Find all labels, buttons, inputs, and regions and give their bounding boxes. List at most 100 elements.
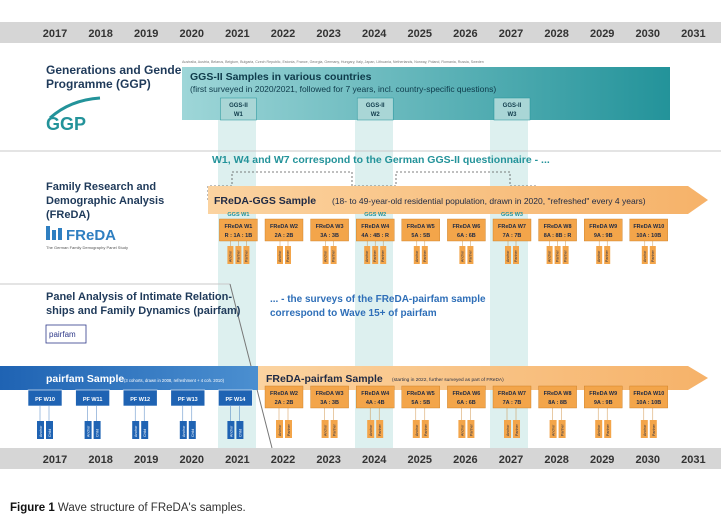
freda-pairfam-respondent-box: [595, 420, 603, 438]
freda-respondent-label: Anchor: [460, 250, 464, 262]
ggs-ii-wave-box: [356, 97, 394, 121]
freda-pairfam-respondent-box: [421, 420, 429, 438]
pairfam-respondent-box: [93, 421, 101, 439]
freda-wave-box: [401, 218, 440, 242]
freda-pairfam-wave-label: FReDA W7: [498, 391, 526, 397]
freda-respondent-label: Partner: [605, 249, 609, 262]
ggp-title-line2: Programme (GGP): [46, 77, 151, 91]
freda-respondent-label: Anchor: [228, 250, 232, 262]
freda-pairfam-respondent-box: [458, 420, 466, 438]
freda-respondent-box: [554, 246, 561, 264]
freda-pairfam-respondent-label: Partner: [469, 423, 473, 436]
pairfam-respondent-box: [132, 421, 140, 439]
freda-respondent-label: Partner: [468, 249, 472, 262]
freda-pairfam-respondent-label: Anchor: [369, 424, 373, 436]
year-label: 2027: [499, 454, 523, 466]
freda-respondent-box: [372, 246, 379, 264]
freda-wave-label: FReDA W3: [316, 224, 344, 230]
freda-respondent-label: Anchor: [643, 250, 647, 262]
year-label: 2027: [499, 28, 523, 40]
freda-wave-label: FReDA W1: [224, 224, 252, 230]
freda-pairfam-respondent-box: [558, 420, 566, 438]
freda-respondent-label: Partner: [236, 249, 240, 262]
freda-respondent-label: Anchor: [365, 250, 369, 262]
freda-respondent-label: Partner: [514, 249, 518, 262]
freda-wave-label: FReDA W10: [633, 224, 664, 230]
freda-pairfam-respondent-label: Anchor: [415, 424, 419, 436]
pairfam-wave-box: [122, 389, 158, 407]
freda-pairfam-respondent-box: [649, 420, 657, 438]
year-label: 2026: [453, 28, 477, 40]
freda-pairfam-respondent-label: Anchor: [552, 424, 556, 436]
freda-respondent-box: [285, 246, 291, 264]
year-label: 2021: [225, 28, 249, 40]
freda-ggs-wave-tag: GGS W3: [501, 212, 523, 218]
freda-respondent-label: Partner: [244, 249, 248, 262]
year-label: 2029: [590, 28, 614, 40]
freda-pairfam-respondent-box: [330, 420, 338, 438]
pairfam-bar-title: pairfam Sample: [46, 373, 124, 385]
year-label: 2017: [43, 28, 67, 40]
pairfam-waves: PF W10 Anchor Child PF W11 Anchor Child PF W12…: [27, 389, 253, 439]
freda-respondent-label: Anchor: [597, 250, 601, 262]
pairfam-respondent-label: Child: [191, 429, 195, 437]
freda-respondent-box: [277, 246, 283, 264]
freda-pairfam-wave-parts: 8A : 8B: [548, 400, 567, 406]
freda-logo-sub: The German Family Demography Panel Study: [46, 245, 128, 250]
freda-pairfam-bar: [258, 366, 708, 390]
freda-respondent-box: [364, 246, 371, 264]
freda-pairfam-respondent-label: Anchor: [324, 424, 328, 436]
freda-pairfam-wave-label: FReDA W5: [407, 391, 435, 397]
freda-pairfam-wave-box: [264, 385, 304, 409]
freda-respondent-label: Anchor: [324, 250, 328, 262]
freda-respondent-label: Partner: [373, 249, 377, 262]
freda-pairfam-wave-box: [401, 385, 440, 409]
freda-respondent-label: Partner: [332, 249, 336, 262]
freda-wave-parts: 6A : 6B: [457, 233, 476, 239]
freda-respondent-box: [235, 246, 242, 264]
freda-pairfam-respondent-label: Partner: [606, 423, 610, 436]
pairfam-wave-label: PF W10: [35, 397, 55, 403]
freda-wave-parts: 8A : 8B : R: [544, 233, 572, 239]
freda-wave-box: [447, 218, 486, 242]
year-label: 2023: [316, 454, 340, 466]
freda-wave-box: [492, 218, 532, 242]
freda-wave-label: FReDA W8: [544, 224, 572, 230]
freda-pairfam-respondent-label: Partner: [287, 423, 291, 436]
year-label: 2018: [88, 28, 112, 40]
diagram-canvas: 2017 2018 2019 2020 2021 2022 2023 2024 2025 2026…: [0, 22, 721, 469]
freda-wave-label: FReDA W7: [498, 224, 526, 230]
freda-pairfam-wave-parts: 3A : 3B: [320, 400, 339, 406]
pairfam-respondent-label: Child: [48, 429, 52, 437]
freda-wave-parts: 9A : 9B: [594, 233, 613, 239]
freda-respondent-label: Partner: [381, 249, 385, 262]
year-labels-bottom: 2017 2018 2019 2020 2021 2022 2023 2024 2025 2026…: [43, 454, 706, 466]
freda-pairfam-respondent-box: [467, 420, 475, 438]
pairfam-respondent-label: Anchor: [87, 425, 91, 437]
pairfam-wave-box: [170, 389, 206, 407]
freda-respondent-box: [546, 246, 553, 264]
freda-pairfam-respondent-label: Anchor: [597, 424, 601, 436]
year-label: 2020: [180, 28, 204, 40]
pairfam-respondent-label: Anchor: [39, 425, 43, 437]
freda-wave-parts: 7A : 7B: [503, 233, 522, 239]
pairfam-wave-label: PF W14: [225, 397, 246, 403]
ggs-ii-bar-subtitle: (first surveyed in 2020/2021, followed f…: [190, 84, 496, 94]
year-axis-top: [0, 22, 721, 43]
pairfam-respondent-box: [188, 421, 196, 439]
freda-pairfam-respondent-label: Partner: [515, 423, 519, 436]
pairfam-respondent-label: Child: [96, 429, 100, 437]
pairfam-wave-label: PF W13: [178, 397, 198, 403]
pairfam-note-line1: ... - the surveys of the FReDA-pairfam s…: [270, 294, 486, 305]
freda-respondent-label: Partner: [564, 249, 568, 262]
freda-pairfam-respondent-box: [412, 420, 420, 438]
freda-pairfam-bar-subtitle: (starting in 2022, further surveyed as p…: [392, 377, 504, 383]
freda-pairfam-respondent-box: [604, 420, 612, 438]
ggs-ii-bar-title: GGS-II Samples in various countries: [190, 71, 372, 83]
freda-wave-parts: 3A : 3B: [320, 233, 339, 239]
pairfam-wave-box: [75, 389, 110, 407]
freda-logo: FReDA The German Family Demography Panel…: [46, 226, 128, 250]
freda-pairfam-respondent-box: [376, 420, 384, 438]
freda-pairfam-wave-box: [584, 385, 623, 409]
freda-pairfam-wave-label: FReDA W8: [544, 391, 572, 397]
